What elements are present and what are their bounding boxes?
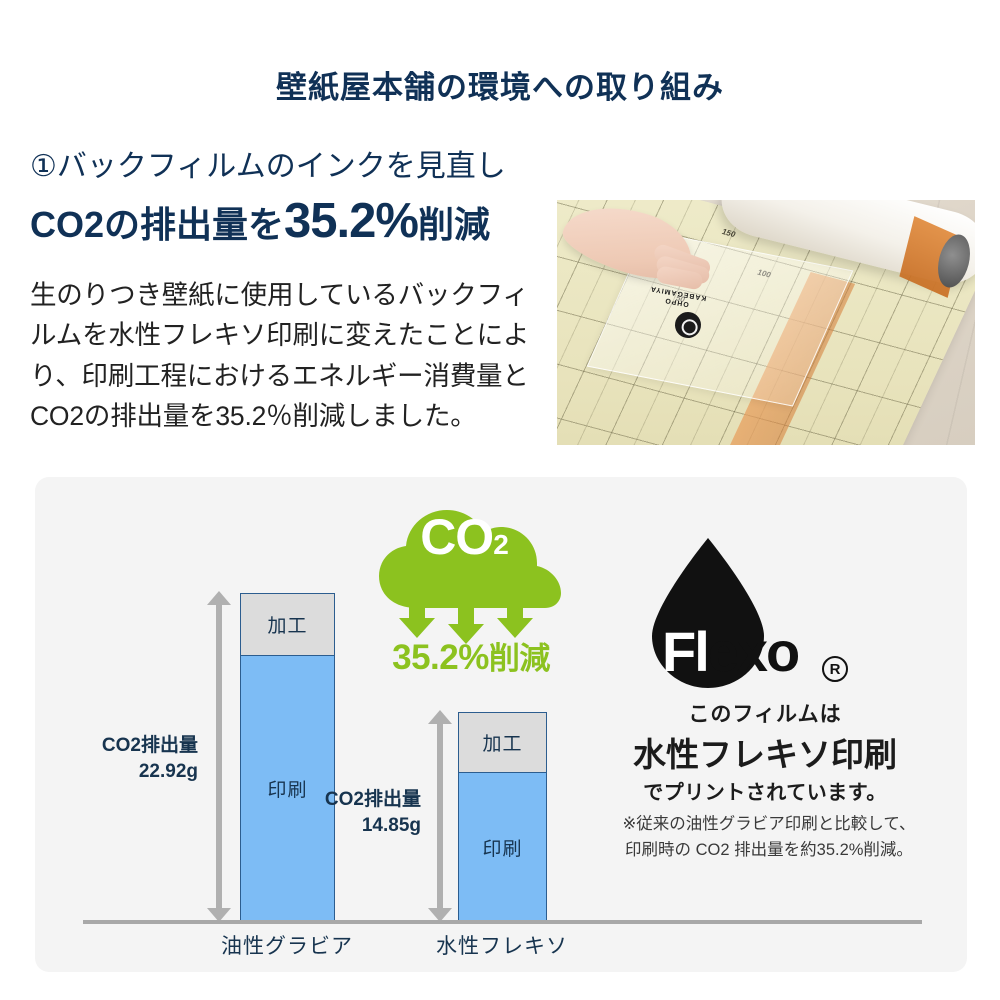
emission-label-oil-gravure: CO2排出量 22.92g xyxy=(65,733,198,784)
chart-baseline xyxy=(83,920,922,924)
arrow2-shaft xyxy=(437,721,443,911)
flexo-footnote: ※従来の油性グラビア印刷と比較して、 印刷時の CO2 排出量を約35.2%削減… xyxy=(600,812,938,863)
x-axis-label-water-flexo: 水性フレキソ xyxy=(436,935,568,958)
co2-cloud-icon xyxy=(379,510,561,608)
footnote-line1: ※従来の油性グラビア印刷と比較して、 xyxy=(622,815,916,833)
co2-reduction-word: 削減 xyxy=(488,641,551,676)
co2-reduction-text: 35.2%削減 xyxy=(371,633,571,678)
flexo-brand-word: Flexo xyxy=(662,624,800,680)
registered-trademark-icon: R xyxy=(822,656,848,682)
arrow1-shaft xyxy=(216,602,222,911)
emission2-line2: 14.85g xyxy=(361,814,421,836)
bar-water-flexo: 加工 印刷 xyxy=(458,712,547,922)
co2-gas-sub: 2 xyxy=(493,529,509,560)
co2-reduction-figure: 35.2% xyxy=(392,638,489,677)
emission1-line1: CO2排出量 xyxy=(101,735,198,756)
lead-item-number: ①バックフィルムのインクを見直し xyxy=(30,150,506,183)
bar1-segment-insatsu: 印刷 xyxy=(241,656,334,921)
arrow1-head-up-icon xyxy=(207,591,231,605)
back-film-photo: 0 50 100 150 OHPO KABEGAMIYA xyxy=(557,200,975,445)
headline-prefix: CO2の排出量を xyxy=(30,203,285,245)
measure-arrow-water-flexo xyxy=(428,710,452,922)
film-statement-line1: このフィルムは xyxy=(688,703,842,726)
arrow2-head-down-icon xyxy=(428,908,452,922)
measure-arrow-oil-gravure xyxy=(207,591,231,922)
lead-block: ①バックフィルムのインクを見直し CO2の排出量を35.2%削減 xyxy=(30,150,550,248)
emission-label-water-flexo: CO2排出量 14.85g xyxy=(290,787,421,838)
emission1-line2: 22.92g xyxy=(138,760,198,782)
flexo-brand-inside: Fl xyxy=(662,620,710,683)
arrow1-head-down-icon xyxy=(207,908,231,922)
film-statement-line3: でプリントされています。 xyxy=(643,782,887,804)
lead-headline: CO2の排出量を35.2%削減 xyxy=(30,193,550,249)
bar2-segment-kako: 加工 xyxy=(459,713,546,773)
co2-gas-label: CO xyxy=(420,509,494,565)
body-copy: 生のりつき壁紙に使用しているバックフィルムを水性フレキソ印刷に変えたことにより、… xyxy=(30,280,530,431)
emission2-line1: CO2排出量 xyxy=(324,789,421,810)
film-statement-line2: 水性フレキソ印刷 xyxy=(633,736,897,773)
headline-figure: 35.2% xyxy=(284,193,419,248)
arrow2-head-up-icon xyxy=(428,710,452,724)
bar2-segment-insatsu: 印刷 xyxy=(459,773,546,921)
page-title: 壁紙屋本舗の環境への取り組み xyxy=(276,70,724,105)
ink-droplet-icon xyxy=(652,538,764,688)
footnote-line2: 印刷時の CO2 排出量を約35.2%削減。 xyxy=(625,840,913,859)
co2-cloud-label: CO2 xyxy=(371,512,557,562)
bar1-segment-kako: 加工 xyxy=(241,594,334,656)
flexo-logo-block: Flexo R xyxy=(600,528,930,708)
co2-down-arrows-icon xyxy=(399,602,533,644)
bar-oil-gravure: 加工 印刷 xyxy=(240,593,335,922)
flexo-brand-outside: exo xyxy=(707,620,800,683)
co2-reduction-badge: CO2 35.2%削減 xyxy=(371,500,571,680)
x-axis-label-oil-gravure: 油性グラビア xyxy=(221,935,353,958)
headline-suffix: 削減 xyxy=(417,203,490,245)
